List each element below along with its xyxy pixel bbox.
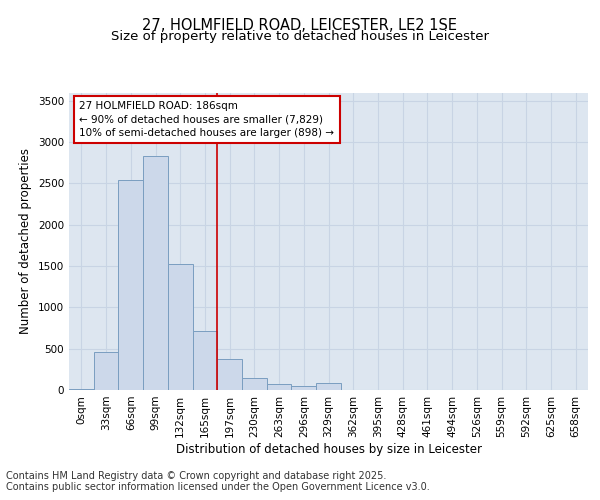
Bar	[193, 332, 217, 390]
Y-axis label: Number of detached properties: Number of detached properties	[19, 148, 32, 334]
Bar	[267, 384, 292, 390]
Text: Contains HM Land Registry data © Crown copyright and database right 2025.: Contains HM Land Registry data © Crown c…	[6, 471, 386, 481]
X-axis label: Distribution of detached houses by size in Leicester: Distribution of detached houses by size …	[176, 442, 482, 456]
Text: 27, HOLMFIELD ROAD, LEICESTER, LE2 1SE: 27, HOLMFIELD ROAD, LEICESTER, LE2 1SE	[143, 18, 458, 32]
Bar	[118, 180, 143, 390]
Bar	[143, 156, 168, 390]
Text: Contains public sector information licensed under the Open Government Licence v3: Contains public sector information licen…	[6, 482, 430, 492]
Bar	[168, 264, 193, 390]
Bar	[217, 360, 242, 390]
Bar	[69, 389, 94, 390]
Bar	[94, 352, 118, 390]
Text: 27 HOLMFIELD ROAD: 186sqm
← 90% of detached houses are smaller (7,829)
10% of se: 27 HOLMFIELD ROAD: 186sqm ← 90% of detac…	[79, 102, 334, 138]
Text: Size of property relative to detached houses in Leicester: Size of property relative to detached ho…	[111, 30, 489, 43]
Bar	[316, 384, 341, 390]
Bar	[292, 386, 316, 390]
Bar	[242, 378, 267, 390]
